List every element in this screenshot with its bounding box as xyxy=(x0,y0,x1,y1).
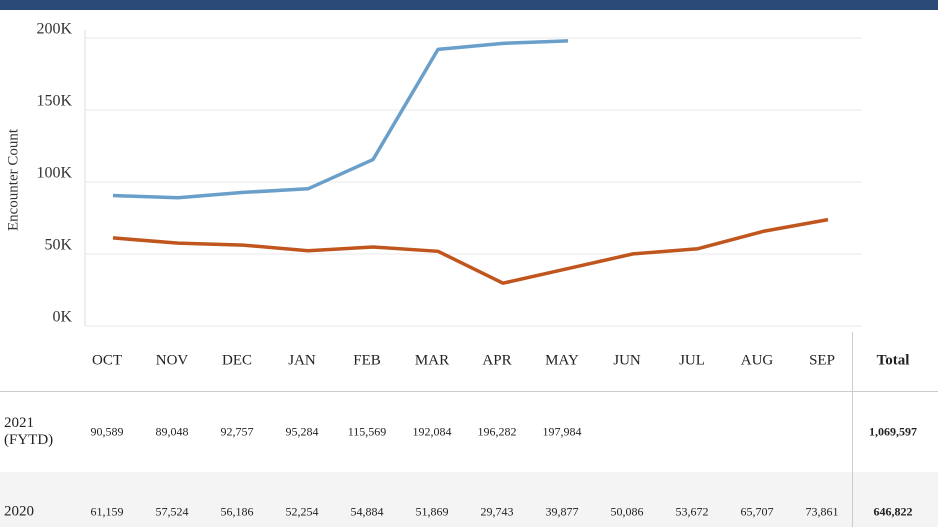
table-value: 196,282 xyxy=(477,424,517,439)
y-tick-label: 50K xyxy=(44,237,72,254)
table-value: 29,743 xyxy=(480,504,514,519)
y-tick-label: 0K xyxy=(52,309,72,326)
series-line xyxy=(112,39,569,200)
column-header: AUG xyxy=(740,352,774,369)
series-line xyxy=(112,217,829,285)
table-value: 52,254 xyxy=(285,504,319,519)
chart: Encounter Count 0K 50K 100K 150K 200K xyxy=(0,0,938,327)
column-header: MAY xyxy=(545,352,579,369)
column-header: JUN xyxy=(613,352,641,369)
column-header: NOV xyxy=(155,352,189,369)
column-header: SEP xyxy=(809,352,835,369)
header-band xyxy=(0,0,938,10)
y-tick-label: 100K xyxy=(36,165,72,182)
row-total: 646,822 xyxy=(873,504,913,519)
table-value: 192,084 xyxy=(412,424,452,439)
row-total: 1,069,597 xyxy=(869,424,917,439)
table-value: 50,086 xyxy=(610,504,644,519)
table-value: 51,869 xyxy=(415,504,449,519)
row-label: 2021 (FYTD) xyxy=(4,415,54,448)
y-tick-label: 150K xyxy=(36,93,72,110)
column-rule xyxy=(852,332,853,527)
table-value: 73,861 xyxy=(805,504,839,519)
column-header: JAN xyxy=(288,352,316,369)
table-value: 61,159 xyxy=(90,504,124,519)
table-value: 54,884 xyxy=(350,504,384,519)
column-header: JUL xyxy=(679,352,705,369)
row-label: 2020 xyxy=(4,503,34,520)
row-rule xyxy=(0,391,938,392)
table-value: 115,569 xyxy=(347,424,387,439)
column-header: OCT xyxy=(92,352,122,369)
table-value: 65,707 xyxy=(740,504,774,519)
total-header: Total xyxy=(876,352,910,369)
table-value: 57,524 xyxy=(155,504,189,519)
column-header: MAR xyxy=(414,352,450,369)
table-value: 197,984 xyxy=(542,424,582,439)
table-value: 89,048 xyxy=(155,424,189,439)
table-value: 92,757 xyxy=(220,424,254,439)
table-value: 95,284 xyxy=(285,424,319,439)
row-band xyxy=(0,472,938,527)
y-tick-label: 200K xyxy=(36,21,72,38)
y-axis-label: Encounter Count xyxy=(5,128,21,231)
table-value: 39,877 xyxy=(545,504,579,519)
table-value: 53,672 xyxy=(675,504,709,519)
table-value: 90,589 xyxy=(90,424,124,439)
column-header: DEC xyxy=(222,352,252,369)
column-header: FEB xyxy=(353,352,381,369)
column-header: APR xyxy=(482,352,512,369)
table-value: 56,186 xyxy=(220,504,254,519)
